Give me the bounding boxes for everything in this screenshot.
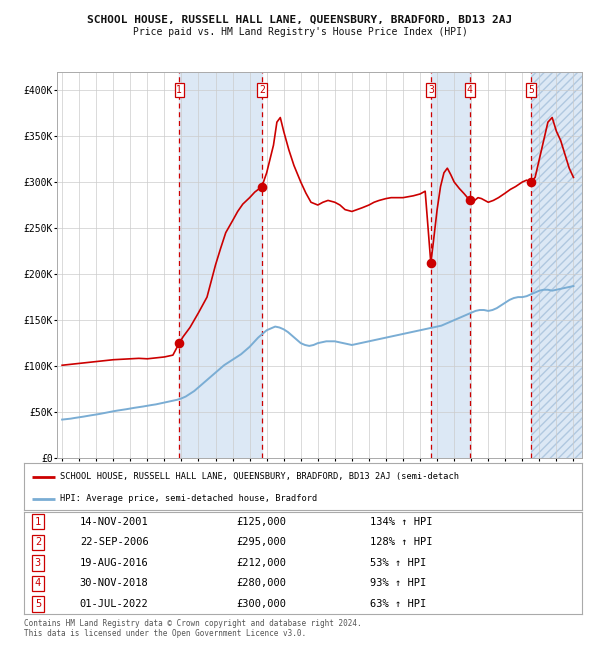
Text: 22-SEP-2006: 22-SEP-2006 bbox=[80, 538, 149, 547]
Text: £280,000: £280,000 bbox=[236, 578, 286, 588]
Text: 128% ↑ HPI: 128% ↑ HPI bbox=[370, 538, 433, 547]
Text: SCHOOL HOUSE, RUSSELL HALL LANE, QUEENSBURY, BRADFORD, BD13 2AJ (semi-detach: SCHOOL HOUSE, RUSSELL HALL LANE, QUEENSB… bbox=[60, 472, 459, 481]
Text: 19-AUG-2016: 19-AUG-2016 bbox=[80, 558, 149, 568]
Text: 01-JUL-2022: 01-JUL-2022 bbox=[80, 599, 149, 609]
Text: £212,000: £212,000 bbox=[236, 558, 286, 568]
Text: 3: 3 bbox=[35, 558, 41, 568]
Text: 30-NOV-2018: 30-NOV-2018 bbox=[80, 578, 149, 588]
Text: 1: 1 bbox=[35, 517, 41, 526]
Text: 14-NOV-2001: 14-NOV-2001 bbox=[80, 517, 149, 526]
Text: 63% ↑ HPI: 63% ↑ HPI bbox=[370, 599, 426, 609]
Text: 4: 4 bbox=[35, 578, 41, 588]
Text: 5: 5 bbox=[35, 599, 41, 609]
Point bbox=[426, 258, 436, 268]
Bar bbox=[179, 72, 262, 458]
Point bbox=[257, 181, 266, 192]
Text: SCHOOL HOUSE, RUSSELL HALL LANE, QUEENSBURY, BRADFORD, BD13 2AJ: SCHOOL HOUSE, RUSSELL HALL LANE, QUEENSB… bbox=[88, 14, 512, 24]
Text: £125,000: £125,000 bbox=[236, 517, 286, 526]
Text: £300,000: £300,000 bbox=[236, 599, 286, 609]
Text: Price paid vs. HM Land Registry's House Price Index (HPI): Price paid vs. HM Land Registry's House … bbox=[133, 27, 467, 37]
Text: 53% ↑ HPI: 53% ↑ HPI bbox=[370, 558, 426, 568]
Text: 3: 3 bbox=[428, 85, 434, 95]
Text: 2: 2 bbox=[35, 538, 41, 547]
Text: £295,000: £295,000 bbox=[236, 538, 286, 547]
Text: 134% ↑ HPI: 134% ↑ HPI bbox=[370, 517, 433, 526]
Text: This data is licensed under the Open Government Licence v3.0.: This data is licensed under the Open Gov… bbox=[24, 629, 306, 638]
Bar bbox=[531, 72, 582, 458]
Text: HPI: Average price, semi-detached house, Bradford: HPI: Average price, semi-detached house,… bbox=[60, 494, 317, 503]
Text: 93% ↑ HPI: 93% ↑ HPI bbox=[370, 578, 426, 588]
Bar bbox=[431, 72, 470, 458]
Text: 4: 4 bbox=[467, 85, 473, 95]
Point bbox=[465, 195, 475, 205]
Text: 2: 2 bbox=[259, 85, 265, 95]
Point bbox=[526, 177, 536, 187]
Text: 1: 1 bbox=[176, 85, 182, 95]
Text: Contains HM Land Registry data © Crown copyright and database right 2024.: Contains HM Land Registry data © Crown c… bbox=[24, 619, 362, 628]
Bar bbox=[531, 72, 582, 458]
Point bbox=[175, 338, 184, 348]
Text: 5: 5 bbox=[528, 85, 534, 95]
